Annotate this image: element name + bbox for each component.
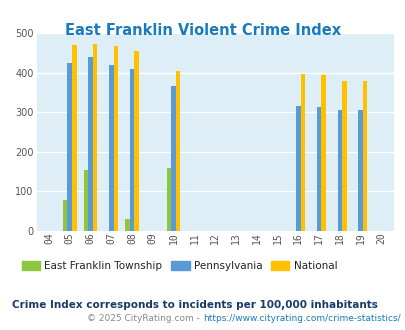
Bar: [109, 65, 113, 231]
Legend: East Franklin Township, Pennsylvania, National: East Franklin Township, Pennsylvania, Na…: [17, 257, 341, 275]
Bar: [320, 75, 325, 231]
Bar: [125, 219, 130, 231]
Text: https://www.cityrating.com/crime-statistics/: https://www.cityrating.com/crime-statist…: [202, 314, 400, 323]
Bar: [295, 106, 300, 231]
Bar: [63, 200, 67, 231]
Bar: [358, 110, 362, 231]
Bar: [316, 108, 320, 231]
Bar: [67, 63, 72, 231]
Bar: [362, 81, 367, 231]
Bar: [88, 57, 93, 231]
Bar: [341, 81, 346, 231]
Bar: [134, 51, 139, 231]
Bar: [175, 71, 180, 231]
Bar: [93, 44, 97, 231]
Text: © 2025 CityRating.com -: © 2025 CityRating.com -: [87, 314, 202, 323]
Bar: [113, 46, 118, 231]
Bar: [171, 86, 175, 231]
Bar: [130, 69, 134, 231]
Bar: [337, 110, 341, 231]
Bar: [166, 168, 171, 231]
Bar: [300, 74, 305, 231]
Bar: [72, 45, 77, 231]
Bar: [83, 170, 88, 231]
Text: Crime Index corresponds to incidents per 100,000 inhabitants: Crime Index corresponds to incidents per…: [12, 300, 377, 310]
Text: East Franklin Violent Crime Index: East Franklin Violent Crime Index: [65, 23, 340, 38]
